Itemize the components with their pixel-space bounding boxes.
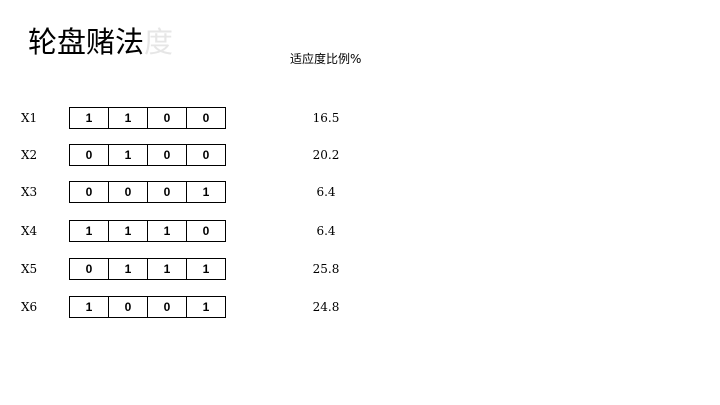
chromosome-box: 1 0 0 1 xyxy=(69,296,226,318)
gene-cell: 0 xyxy=(109,297,148,317)
chromosome-box: 1 1 1 0 xyxy=(69,220,226,242)
gene-cell: 0 xyxy=(70,259,109,279)
row-label: X5 xyxy=(21,262,38,276)
gene-cell: 1 xyxy=(109,108,148,128)
chromosome-box: 0 0 0 1 xyxy=(69,181,226,203)
gene-cell: 0 xyxy=(202,224,210,238)
gene-cell: 1 xyxy=(202,300,210,314)
gene-cell: 1 xyxy=(148,259,187,279)
chromosome-row: X6 1 0 0 1 24.8 xyxy=(0,296,720,318)
fitness-ratio-value: 20.2 xyxy=(312,148,340,162)
gene-cell: 0 xyxy=(202,111,210,125)
slide-title: 轮盘赌法度 xyxy=(28,22,173,62)
fitness-ratio-value: 25.8 xyxy=(312,262,340,276)
gene-cell: 0 xyxy=(148,145,187,165)
chromosome-row: X5 0 1 1 1 25.8 xyxy=(0,258,720,280)
fitness-ratio-value: 24.8 xyxy=(312,300,340,314)
fitness-ratio-value: 6.4 xyxy=(316,224,336,238)
row-label: X4 xyxy=(21,224,38,238)
gene-cell: 0 xyxy=(202,148,210,162)
gene-cell: 0 xyxy=(148,297,187,317)
gene-cell: 1 xyxy=(109,259,148,279)
chromosome-row: X2 0 1 0 0 20.2 xyxy=(0,144,720,166)
chromosome-row: X4 1 1 1 0 6.4 xyxy=(0,220,720,242)
chromosome-row: X3 0 0 0 1 6.4 xyxy=(0,181,720,203)
row-label: X2 xyxy=(21,148,38,162)
slide-title-main: 轮盘赌法 xyxy=(28,25,145,59)
gene-cell: 1 xyxy=(109,145,148,165)
fitness-ratio-value: 6.4 xyxy=(316,185,336,199)
gene-cell: 0 xyxy=(70,182,109,202)
gene-cell: 1 xyxy=(70,108,109,128)
gene-cell: 0 xyxy=(148,182,187,202)
chromosome-box: 0 1 0 0 xyxy=(69,144,226,166)
chromosome-box: 1 1 0 0 xyxy=(69,107,226,129)
gene-cell: 1 xyxy=(70,221,109,241)
gene-cell: 0 xyxy=(148,108,187,128)
slide-title-faded: 度 xyxy=(144,25,174,59)
gene-cell: 0 xyxy=(109,182,148,202)
chromosome-box: 0 1 1 1 xyxy=(69,258,226,280)
chromosome-row: X1 1 1 0 0 16.5 xyxy=(0,107,720,129)
gene-cell: 1 xyxy=(202,262,210,276)
gene-cell: 1 xyxy=(202,185,210,199)
gene-cell: 1 xyxy=(70,297,109,317)
gene-cell: 1 xyxy=(148,221,187,241)
gene-cell: 1 xyxy=(109,221,148,241)
gene-cell: 0 xyxy=(70,145,109,165)
fitness-ratio-header: 适应度比例% xyxy=(290,52,362,66)
row-label: X1 xyxy=(21,111,38,125)
row-label: X3 xyxy=(21,185,38,199)
fitness-ratio-value: 16.5 xyxy=(312,111,340,125)
row-label: X6 xyxy=(21,300,38,314)
